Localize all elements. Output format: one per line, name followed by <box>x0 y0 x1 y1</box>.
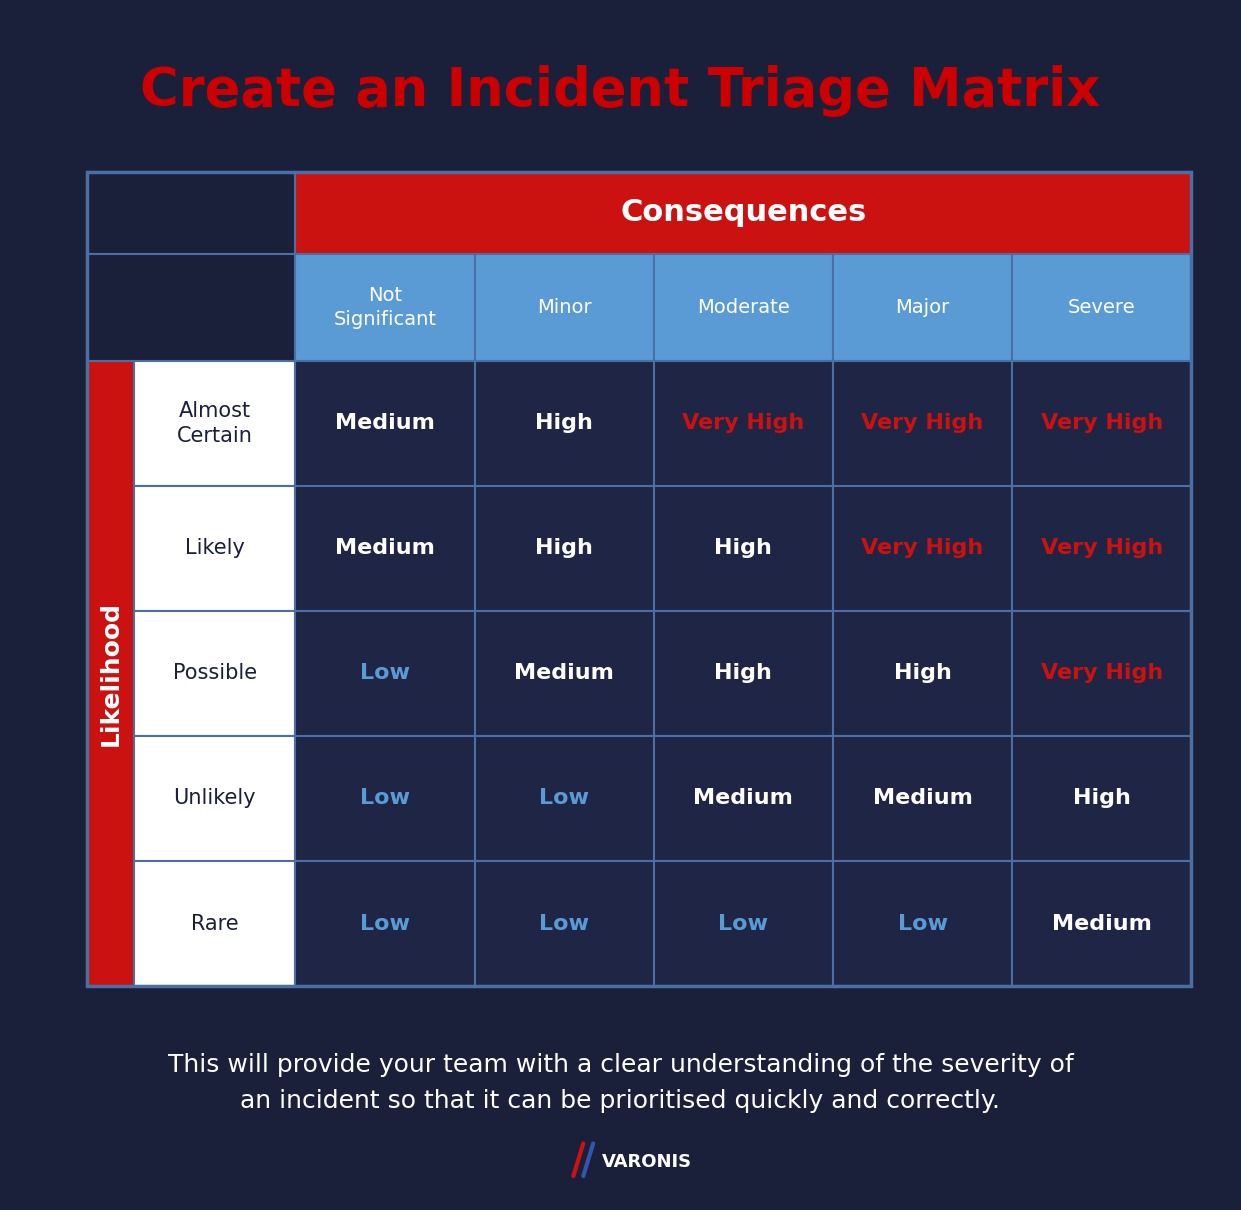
Bar <box>134 862 295 986</box>
Bar <box>134 485 295 611</box>
Bar <box>134 361 295 485</box>
Text: Very High: Very High <box>1041 538 1163 558</box>
Text: Medium: Medium <box>1052 914 1152 934</box>
Text: Medium: Medium <box>872 789 973 808</box>
Text: Likelihood: Likelihood <box>98 601 123 745</box>
Bar <box>1013 736 1191 862</box>
Bar <box>87 361 134 986</box>
Text: Medium: Medium <box>335 413 434 433</box>
Bar <box>1013 862 1191 986</box>
Bar <box>1013 361 1191 485</box>
Bar <box>295 611 474 736</box>
Bar <box>295 862 474 986</box>
Bar <box>654 736 833 862</box>
Bar <box>295 361 474 485</box>
Text: Minor: Minor <box>537 298 592 317</box>
Text: Not
Significant: Not Significant <box>334 286 437 329</box>
Text: This will provide your team with a clear understanding of the severity of
an inc: This will provide your team with a clear… <box>168 1053 1073 1113</box>
Bar <box>295 485 474 611</box>
Text: Unlikely: Unlikely <box>174 789 256 808</box>
Bar <box>474 485 654 611</box>
Text: Low: Low <box>539 914 589 934</box>
Bar <box>1013 485 1191 611</box>
Text: High: High <box>1072 789 1131 808</box>
Text: Medium: Medium <box>514 663 614 684</box>
Bar <box>134 736 295 862</box>
Bar <box>474 361 654 485</box>
Text: Consequences: Consequences <box>620 198 866 227</box>
Text: Almost
Certain: Almost Certain <box>176 401 253 445</box>
Bar <box>1013 254 1191 361</box>
Text: High: High <box>535 413 593 433</box>
Text: Moderate: Moderate <box>697 298 789 317</box>
Bar <box>87 254 295 361</box>
Bar <box>295 736 474 862</box>
Text: Possible: Possible <box>172 663 257 684</box>
Bar <box>87 172 1191 986</box>
Text: High: High <box>715 663 772 684</box>
Text: High: High <box>535 538 593 558</box>
Text: Medium: Medium <box>335 538 434 558</box>
Bar <box>654 611 833 736</box>
Bar <box>654 361 833 485</box>
Bar <box>833 361 1013 485</box>
Text: Low: Low <box>360 789 410 808</box>
Text: Medium: Medium <box>694 789 793 808</box>
Bar <box>833 736 1013 862</box>
Bar <box>474 611 654 736</box>
Text: High: High <box>715 538 772 558</box>
Bar <box>833 485 1013 611</box>
Text: Low: Low <box>539 789 589 808</box>
Bar <box>295 254 474 361</box>
Bar <box>833 862 1013 986</box>
Text: Very High: Very High <box>683 413 804 433</box>
Text: High: High <box>894 663 952 684</box>
Text: Low: Low <box>719 914 768 934</box>
Bar <box>474 736 654 862</box>
Text: Low: Low <box>897 914 948 934</box>
Bar <box>295 172 1191 254</box>
Bar <box>134 611 295 736</box>
Bar <box>474 254 654 361</box>
Text: Major: Major <box>896 298 949 317</box>
Bar <box>654 485 833 611</box>
Text: Very High: Very High <box>861 413 984 433</box>
Text: Severe: Severe <box>1069 298 1136 317</box>
Bar <box>833 611 1013 736</box>
Text: Create an Incident Triage Matrix: Create an Incident Triage Matrix <box>140 65 1101 116</box>
Text: Very High: Very High <box>1041 663 1163 684</box>
Text: Very High: Very High <box>1041 413 1163 433</box>
Text: Rare: Rare <box>191 914 238 934</box>
Bar <box>474 862 654 986</box>
Bar <box>654 254 833 361</box>
Text: Low: Low <box>360 663 410 684</box>
Text: Likely: Likely <box>185 538 244 558</box>
Bar <box>833 254 1013 361</box>
Bar <box>654 862 833 986</box>
Bar <box>87 172 295 254</box>
Text: Very High: Very High <box>861 538 984 558</box>
Bar <box>1013 611 1191 736</box>
Text: Low: Low <box>360 914 410 934</box>
Text: VARONIS: VARONIS <box>602 1153 692 1170</box>
